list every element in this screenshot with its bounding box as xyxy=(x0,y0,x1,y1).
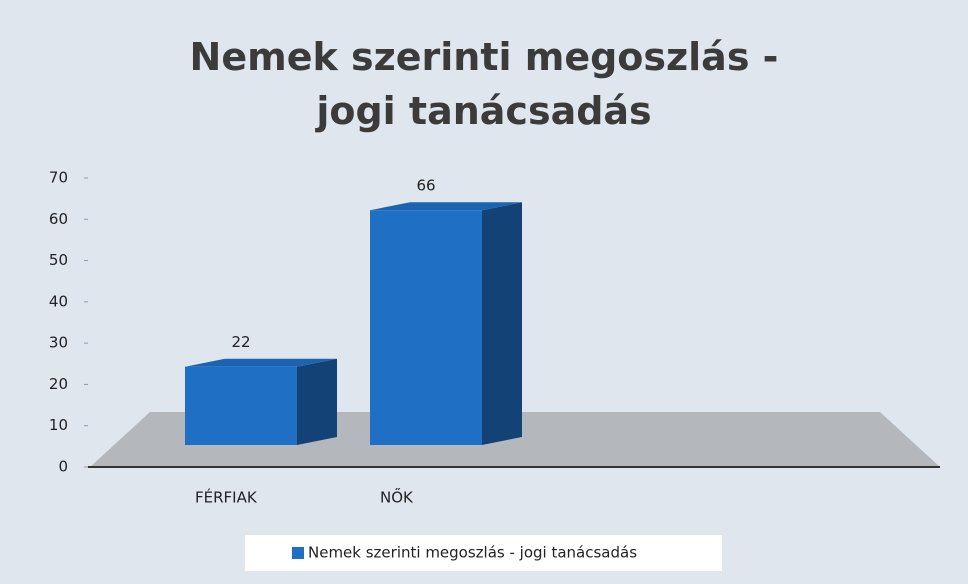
y-tick-label: 10 xyxy=(49,416,68,434)
data-label: 66 xyxy=(416,177,435,195)
bar xyxy=(370,210,482,445)
y-tick-label: 30 xyxy=(49,334,68,352)
y-tick-label: 40 xyxy=(49,292,68,310)
bar-top xyxy=(185,358,337,367)
y-tick-label: 20 xyxy=(49,375,68,393)
bar xyxy=(185,366,297,445)
bar-top xyxy=(370,202,522,211)
x-tick-label: FÉRFIAK xyxy=(195,488,258,507)
x-tick-label: NŐK xyxy=(380,487,414,507)
chart-title: Nemek szerinti megoszlás - jogi tanácsad… xyxy=(189,35,779,133)
legend-swatch xyxy=(292,547,304,559)
bar-side xyxy=(482,202,522,445)
y-tick-label: 0 xyxy=(58,458,68,476)
y-tick-label: 60 xyxy=(49,210,68,228)
y-tick-label: 70 xyxy=(49,169,68,187)
data-label: 22 xyxy=(231,333,250,351)
y-tick-label: 50 xyxy=(49,251,68,269)
legend-box xyxy=(245,535,722,571)
bar-side xyxy=(297,358,337,445)
legend-label: Nemek szerinti megoszlás - jogi tanácsad… xyxy=(308,544,637,562)
